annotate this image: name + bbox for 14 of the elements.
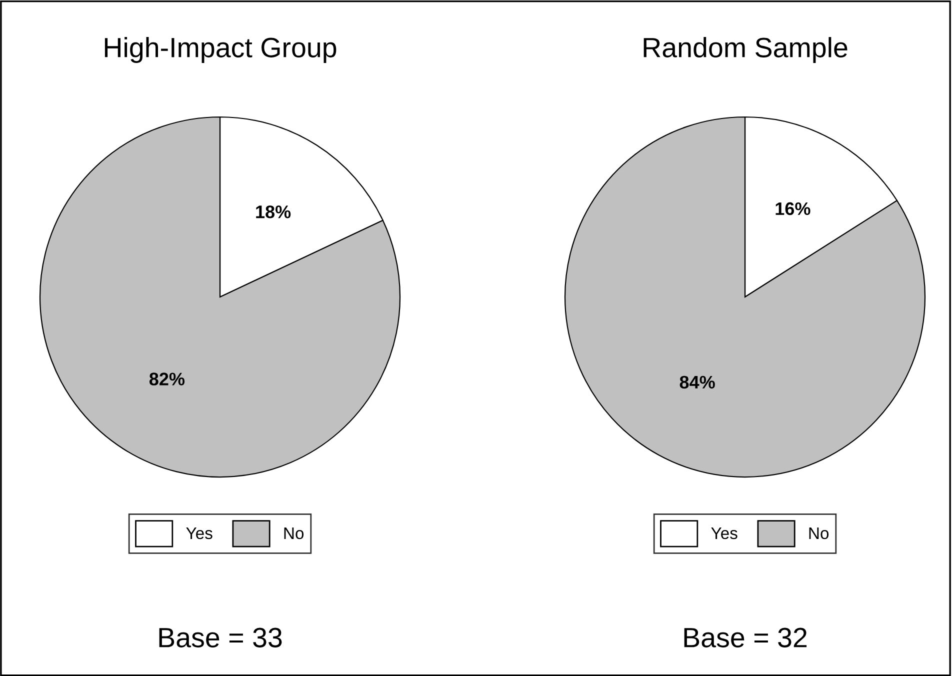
legend-label: Yes	[711, 528, 738, 540]
chart-title: High-Impact Group	[104, 37, 336, 63]
pie-slice	[39, 116, 401, 478]
data-label: 84%	[680, 376, 715, 389]
legend-label: Yes	[186, 528, 212, 540]
text: Base = 33	[159, 628, 282, 648]
data-label: 16%	[776, 202, 810, 216]
legend-label: No	[284, 528, 304, 540]
text: Base = 32	[684, 628, 807, 648]
legend-label: No	[809, 528, 829, 540]
data-label: 18%	[256, 205, 291, 218]
data-label: 82%	[149, 372, 185, 386]
chart-title: Random Sample	[644, 37, 848, 63]
pie-slice	[564, 116, 926, 478]
